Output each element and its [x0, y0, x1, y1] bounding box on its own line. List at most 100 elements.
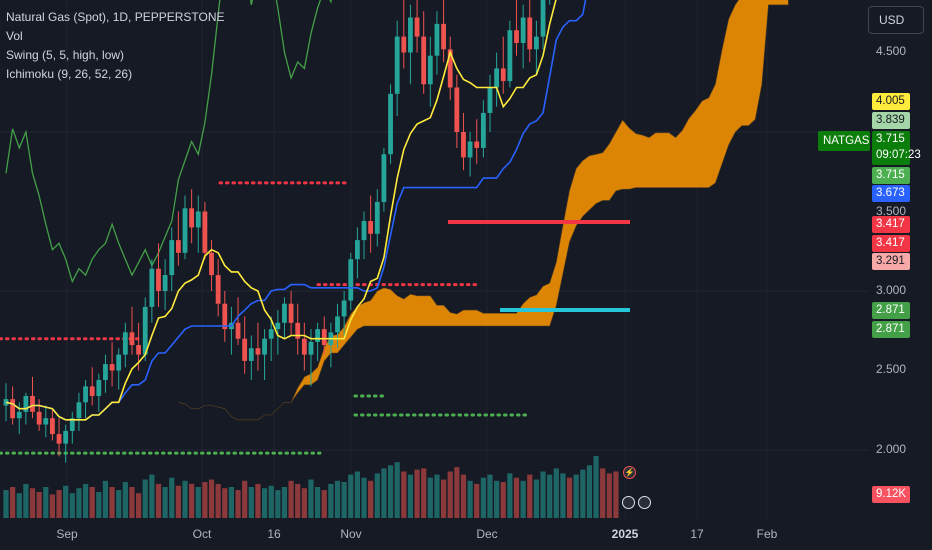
volume-bar	[460, 474, 467, 518]
candle-body	[487, 87, 493, 113]
volume-bar	[540, 471, 546, 518]
candle-body	[354, 240, 360, 260]
volume-bar	[29, 488, 36, 518]
candle-body	[195, 211, 201, 228]
currency-button[interactable]: USD	[868, 6, 924, 34]
candle-body	[10, 399, 16, 419]
candle-body	[308, 341, 314, 355]
candle-body	[96, 380, 102, 396]
volume-bar	[447, 471, 453, 518]
candle-body	[63, 430, 69, 444]
volume-bar	[394, 462, 400, 518]
volume-bar	[454, 467, 460, 518]
swing-low-tag-2: 2.871	[872, 321, 910, 338]
volume-bar	[547, 474, 553, 518]
volume-bar	[248, 487, 254, 518]
legend-ichimoku[interactable]: Ichimoku (9, 26, 52, 26)	[6, 67, 133, 81]
swing-high-tag: 3.417	[872, 216, 910, 233]
candle-body	[268, 329, 274, 339]
volume-bar	[421, 468, 427, 518]
volume-bar	[56, 490, 62, 518]
candle-body	[76, 402, 82, 419]
volume-bar	[354, 471, 360, 518]
price-tick: 2.000	[876, 442, 907, 456]
volume-bar	[3, 490, 9, 518]
candle-body	[175, 240, 181, 253]
candle-body	[56, 434, 62, 444]
candle-body	[43, 418, 49, 425]
volume-bar	[348, 474, 354, 518]
volume-bar	[10, 487, 16, 518]
candle-body	[89, 386, 95, 396]
candle-body	[215, 275, 221, 304]
candle-body	[275, 322, 281, 330]
candle-body	[50, 418, 55, 435]
lagging-span-line	[5, 0, 332, 284]
us-flag-icon[interactable]	[638, 496, 651, 509]
candle-body	[401, 36, 407, 53]
volume-bar	[427, 477, 433, 518]
candle-body	[500, 68, 506, 82]
time-tick: 17	[690, 527, 704, 541]
volume-bar	[235, 490, 241, 518]
volume-bar	[387, 465, 394, 518]
news-lightning-icon[interactable]: ⚡	[623, 466, 636, 479]
legend-title[interactable]: Natural Gas (Spot), 1D, PEPPERSTONE	[6, 10, 225, 24]
leading-span-a-tag: 3.291	[872, 253, 910, 270]
candle-body	[156, 268, 161, 291]
volume-bar	[308, 479, 314, 518]
candle-body	[494, 68, 500, 88]
volume-bar	[374, 473, 380, 518]
conversion-line-tag: 4.005	[872, 93, 910, 110]
base-line-tag: 3.673	[872, 185, 910, 202]
candle-body	[394, 36, 400, 94]
swing-high-tag-2: 3.417	[872, 235, 910, 252]
candle-body	[83, 386, 88, 403]
candle-body	[109, 364, 115, 371]
candle-body	[295, 322, 301, 339]
volume-bar	[142, 479, 148, 518]
volume-bar	[600, 468, 606, 518]
ichimoku-cloud	[178, 0, 789, 421]
volume-bar	[122, 482, 128, 518]
volume-bar	[49, 494, 56, 518]
candle-body	[315, 329, 321, 342]
volume-bar	[295, 483, 301, 518]
volume-bar	[102, 480, 109, 518]
candle-body	[248, 348, 254, 361]
price-tick: 3.500	[876, 204, 907, 218]
time-tick: 16	[267, 527, 281, 541]
candle-body	[514, 30, 519, 43]
volume-bar	[76, 488, 82, 518]
volume-bar	[368, 480, 374, 518]
volume-bar	[195, 487, 201, 518]
volume-bar	[520, 480, 526, 518]
volume-bar	[129, 487, 135, 518]
candle-body	[534, 36, 539, 50]
time-tick: Sep	[56, 527, 78, 541]
volume-bar	[261, 488, 268, 518]
legend-swing[interactable]: Swing (5, 5, high, low)	[6, 48, 125, 62]
candle-body	[209, 252, 214, 276]
volume-bar	[507, 473, 513, 518]
candle-body	[301, 338, 307, 355]
volume-bar	[149, 474, 155, 518]
volume-bar	[494, 480, 500, 518]
volume-bar	[255, 483, 261, 518]
volume-bar	[116, 490, 122, 518]
price-tick: 2.500	[876, 362, 907, 376]
candle-body	[480, 112, 486, 148]
legend-vol[interactable]: Vol	[6, 29, 23, 43]
us-flag-icon[interactable]	[622, 496, 635, 509]
candle-body	[368, 221, 374, 234]
volume-bar	[381, 468, 387, 518]
volume-bar	[222, 488, 228, 518]
candle-body	[348, 259, 354, 301]
price-tick: 4.500	[876, 44, 907, 58]
candle-body	[434, 23, 440, 56]
candle-body	[527, 17, 533, 50]
candle-body	[447, 49, 453, 88]
symbol-label: NATGAS	[818, 131, 870, 151]
volume-bar	[16, 493, 22, 518]
